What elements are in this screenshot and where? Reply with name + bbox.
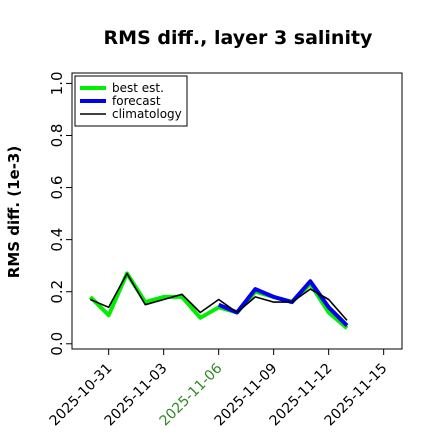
y-tick-label: 0.6 <box>48 176 66 200</box>
y-axis-label: RMS diff. (1e-3) <box>5 146 23 278</box>
chart-title: RMS diff., layer 3 salinity <box>104 27 374 49</box>
legend-label-0: best est. <box>112 81 164 95</box>
y-tick-label: 0.2 <box>48 280 66 304</box>
y-tick-label: 0.8 <box>48 124 66 148</box>
series-layer <box>88 271 349 330</box>
x-axis: 2025-10-312025-11-032025-11-062025-11-09… <box>47 349 390 429</box>
y-tick-label: 1.0 <box>48 71 66 95</box>
y-tick-label: 0.0 <box>48 332 66 356</box>
y-tick-label: 0.4 <box>48 228 66 252</box>
y-axis: 0.0 0.2 0.4 0.6 0.8 1.0 <box>48 71 72 356</box>
series-line-2 <box>89 272 348 321</box>
legend-label-2: climatology <box>112 107 182 121</box>
legend-label-1: forecast <box>112 94 161 108</box>
series-line-1 <box>217 279 349 328</box>
plot-area <box>71 72 403 350</box>
